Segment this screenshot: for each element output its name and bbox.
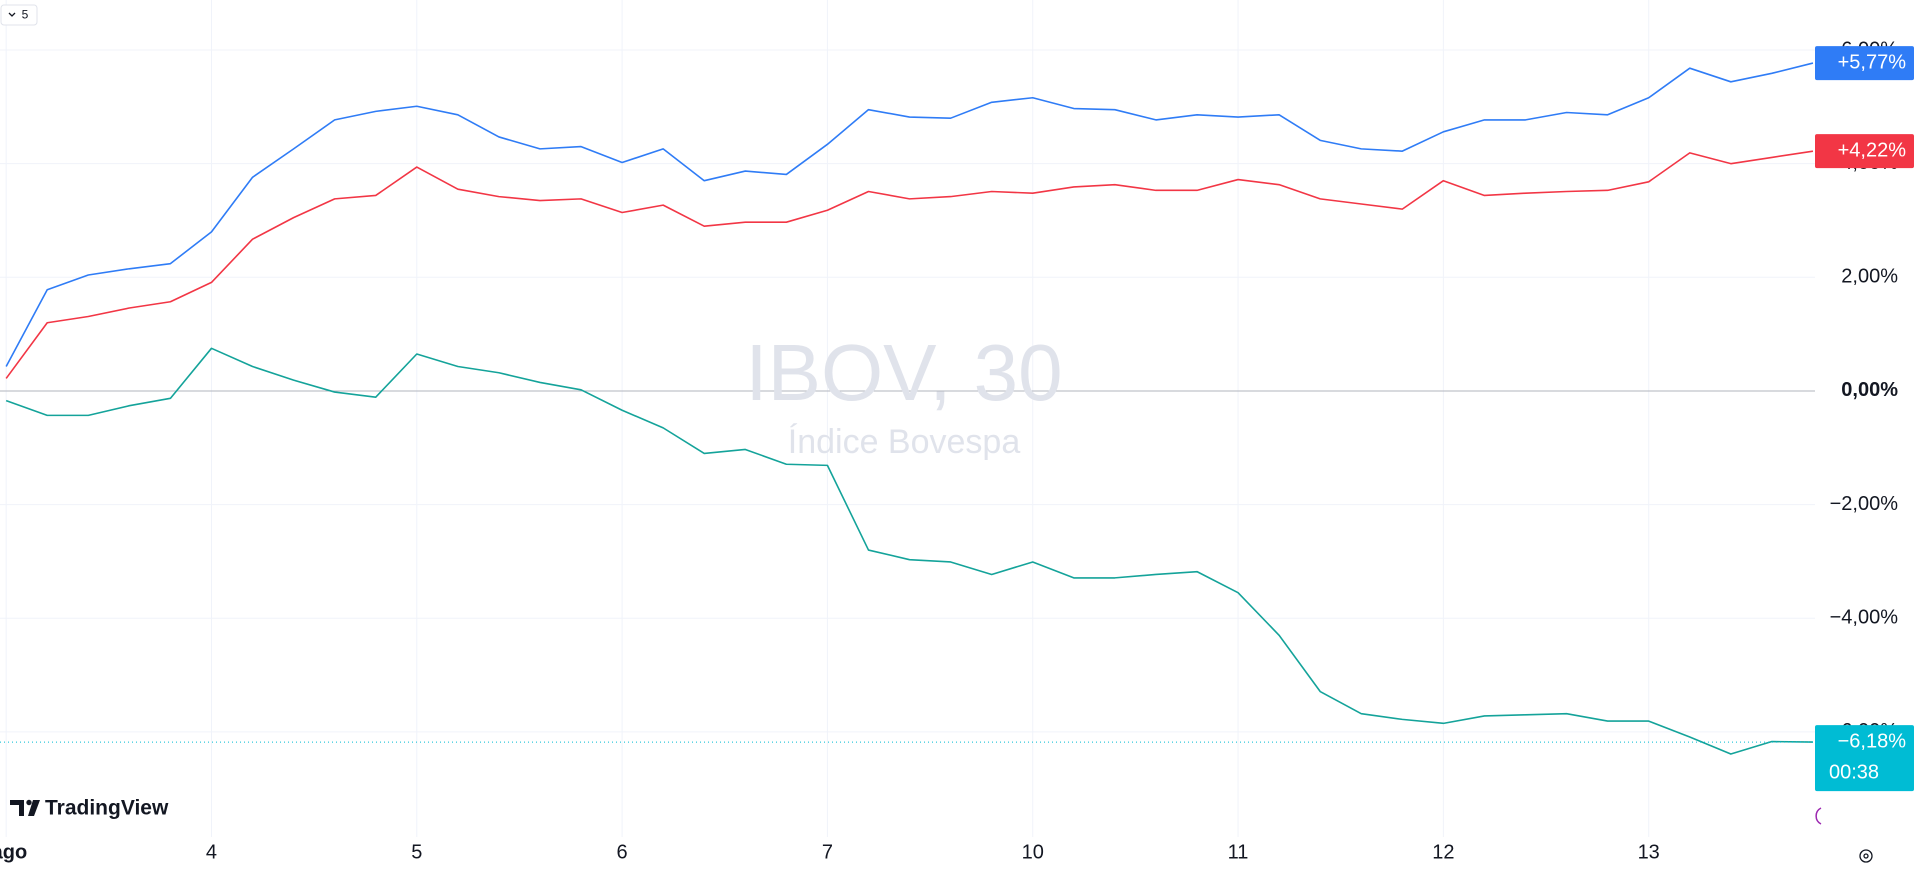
settings-ring <box>1859 849 1873 863</box>
price-badge <box>1815 725 1914 792</box>
price-badge-label: −6,18% <box>1838 730 1907 752</box>
watermark: IBOV, 30 Índice Bovespa <box>745 328 1062 461</box>
badge-layer: +5,77% +4,22% −6,18% 00:38 <box>1815 46 1914 792</box>
price-badge <box>1815 134 1914 169</box>
y-tick-label: −4,00% <box>1830 607 1899 629</box>
logo-text: TradingView <box>45 797 169 820</box>
grid-layer <box>0 0 1815 837</box>
logo-dot <box>26 799 32 806</box>
interval-button-frame[interactable] <box>0 4 38 26</box>
x-tick-label: 10 <box>1022 841 1044 863</box>
price-badge-label: +5,77% <box>1838 51 1907 73</box>
logo[interactable]: TradingView <box>10 797 169 820</box>
interval-button[interactable]: 5 <box>0 4 38 26</box>
chevron-icon <box>8 12 16 17</box>
x-tick-label: 13 <box>1638 841 1660 863</box>
x-tick-label: ago <box>0 841 27 863</box>
series-line <box>5 347 1813 755</box>
x-tick-label: 11 <box>1228 841 1249 863</box>
price-badge-label: +4,22% <box>1838 139 1907 161</box>
interval-label: 5 <box>22 8 29 22</box>
pane-icon[interactable] <box>1815 807 1822 825</box>
settings-core <box>1863 853 1869 859</box>
y-tick-label: 2,00% <box>1841 266 1898 288</box>
price-badge <box>1815 46 1914 81</box>
y-tick-label: 0,00% <box>1841 379 1898 401</box>
x-tick-label: 7 <box>822 841 833 863</box>
series-layer <box>0 62 1815 755</box>
countdown-label: 00:38 <box>1829 761 1879 783</box>
x-tick-label: 4 <box>206 841 217 863</box>
y-tick-label: −2,00% <box>1830 493 1899 515</box>
settings-icon[interactable] <box>1859 849 1873 863</box>
watermark-title: IBOV, 30 <box>745 328 1062 417</box>
x-tick-label: 6 <box>617 841 628 863</box>
x-tick-label: 12 <box>1432 841 1454 863</box>
series-line <box>5 62 1814 367</box>
watermark-subtitle: Índice Bovespa <box>788 423 1021 461</box>
series-line <box>5 150 1814 379</box>
logo-mark <box>10 800 24 816</box>
x-tick-label: 5 <box>411 841 422 863</box>
logo-mark <box>28 800 40 816</box>
